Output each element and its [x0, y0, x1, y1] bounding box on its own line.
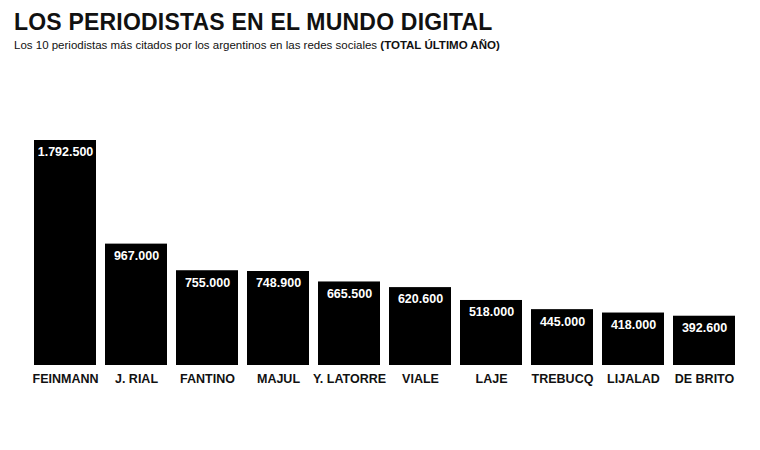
svg-text:TREBUCQ: TREBUCQ [532, 372, 594, 386]
svg-text:620.600: 620.600 [398, 292, 443, 306]
svg-text:1.792.500: 1.792.500 [38, 145, 94, 159]
svg-text:DE BRITO: DE BRITO [675, 372, 735, 386]
svg-text:LAJE: LAJE [476, 372, 508, 386]
svg-text:FANTINO: FANTINO [180, 372, 235, 386]
html-text:Los 10 periodistas más citados: Los 10 periodistas más citados por los a… [14, 39, 500, 51]
html-text:LOS PERIODISTAS EN EL MUNDO DI: LOS PERIODISTAS EN EL MUNDO DIGITAL [14, 9, 493, 35]
svg-text:665.500: 665.500 [327, 287, 372, 301]
svg-text:Y. LATORRE: Y. LATORRE [313, 372, 386, 386]
svg-text:445.000: 445.000 [540, 315, 585, 329]
svg-text:518.000: 518.000 [469, 305, 514, 319]
svg-text:418.000: 418.000 [611, 318, 656, 332]
svg-text:J. RIAL: J. RIAL [115, 372, 158, 386]
svg-text:967.000: 967.000 [114, 249, 159, 263]
svg-text:MAJUL: MAJUL [257, 372, 300, 386]
svg-text:FEINMANN: FEINMANN [33, 372, 99, 386]
svg-text:755.000: 755.000 [185, 276, 230, 290]
svg-text:VIALE: VIALE [402, 372, 439, 386]
svg-text:392.600: 392.600 [682, 321, 727, 335]
svg-text:LIJALAD: LIJALAD [607, 372, 660, 386]
svg-text:748.900: 748.900 [256, 276, 301, 290]
